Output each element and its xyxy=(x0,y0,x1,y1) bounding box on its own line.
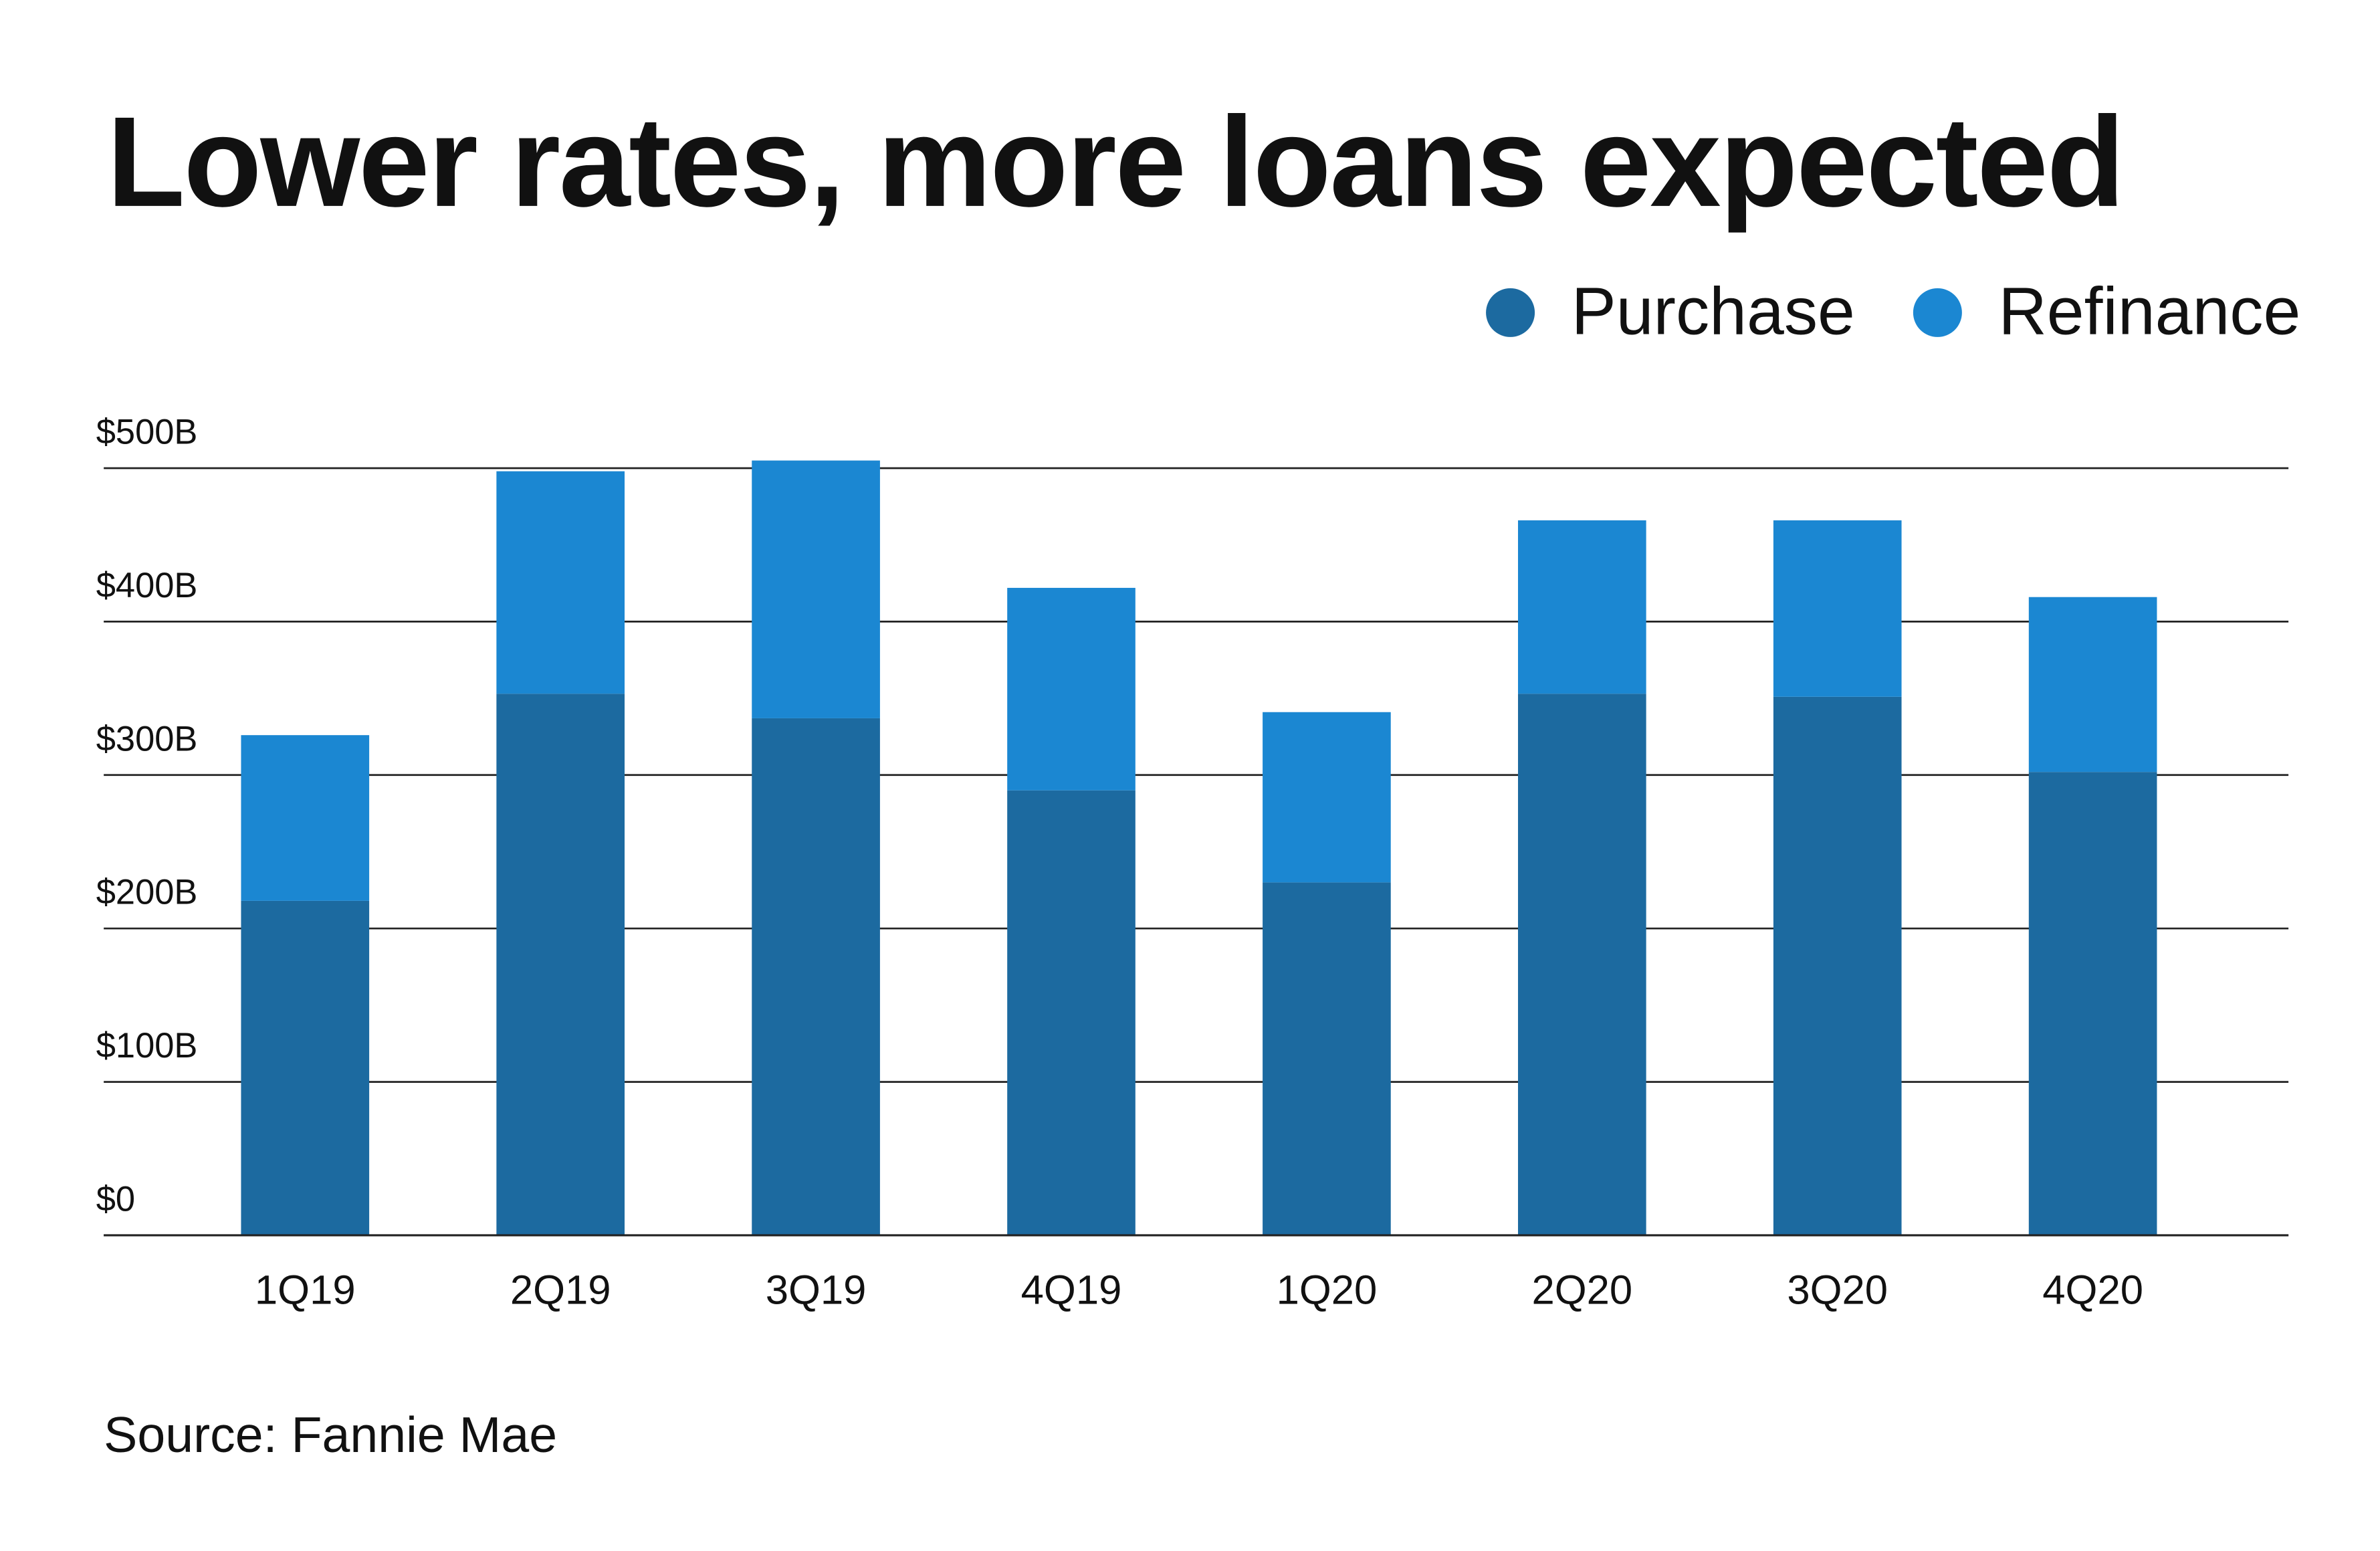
legend-item-purchase: Purchase xyxy=(1486,274,1855,350)
bar-refinance-4Q20 xyxy=(2028,597,2157,772)
y-tick-label: $400B xyxy=(96,566,198,605)
y-tick-label: $0 xyxy=(96,1180,135,1219)
bar-refinance-1Q20 xyxy=(1263,712,1391,883)
y-tick-label: $100B xyxy=(96,1027,198,1065)
y-tick-label: $300B xyxy=(96,720,198,758)
y-tick-label: $200B xyxy=(96,873,198,912)
x-tick-label: 2Q19 xyxy=(510,1267,611,1314)
legend-label-refinance: Refinance xyxy=(1998,274,2301,350)
bar-refinance-3Q20 xyxy=(1773,520,1902,697)
x-tick-label: 1Q19 xyxy=(255,1267,356,1314)
bar-purchase-2Q19 xyxy=(496,694,625,1235)
bar-purchase-3Q20 xyxy=(1773,696,1902,1235)
bar-purchase-4Q20 xyxy=(2028,772,2157,1235)
x-tick-label: 1Q20 xyxy=(1277,1267,1378,1314)
y-tick-label: $500B xyxy=(96,413,198,452)
bar-refinance-4Q19 xyxy=(1007,587,1135,791)
bar-refinance-2Q20 xyxy=(1517,520,1646,694)
x-tick-label: 4Q20 xyxy=(2042,1267,2143,1314)
legend-swatch-refinance xyxy=(1913,288,1962,337)
bar-refinance-2Q19 xyxy=(496,471,625,694)
bar-purchase-4Q19 xyxy=(1007,790,1135,1235)
x-tick-label: 3Q20 xyxy=(1787,1267,1888,1314)
legend-swatch-purchase xyxy=(1486,288,1535,337)
legend: Purchase Refinance xyxy=(1455,274,2300,350)
source-note: Source: Fannie Mae xyxy=(104,1406,558,1463)
legend-label-purchase: Purchase xyxy=(1571,274,1855,350)
x-tick-label: 3Q19 xyxy=(766,1267,867,1314)
bar-purchase-3Q19 xyxy=(752,718,880,1235)
bar-purchase-1Q20 xyxy=(1263,882,1391,1235)
legend-item-refinance: Refinance xyxy=(1913,274,2301,350)
bar-refinance-1Q19 xyxy=(241,735,370,901)
bar-purchase-2Q20 xyxy=(1517,694,1646,1235)
bar-purchase-1Q19 xyxy=(241,900,370,1235)
x-tick-label: 4Q19 xyxy=(1021,1267,1122,1314)
bar-refinance-3Q19 xyxy=(752,460,880,718)
x-tick-label: 2Q20 xyxy=(1531,1267,1632,1314)
chart-title: Lower rates, more loans expected xyxy=(106,90,2125,233)
